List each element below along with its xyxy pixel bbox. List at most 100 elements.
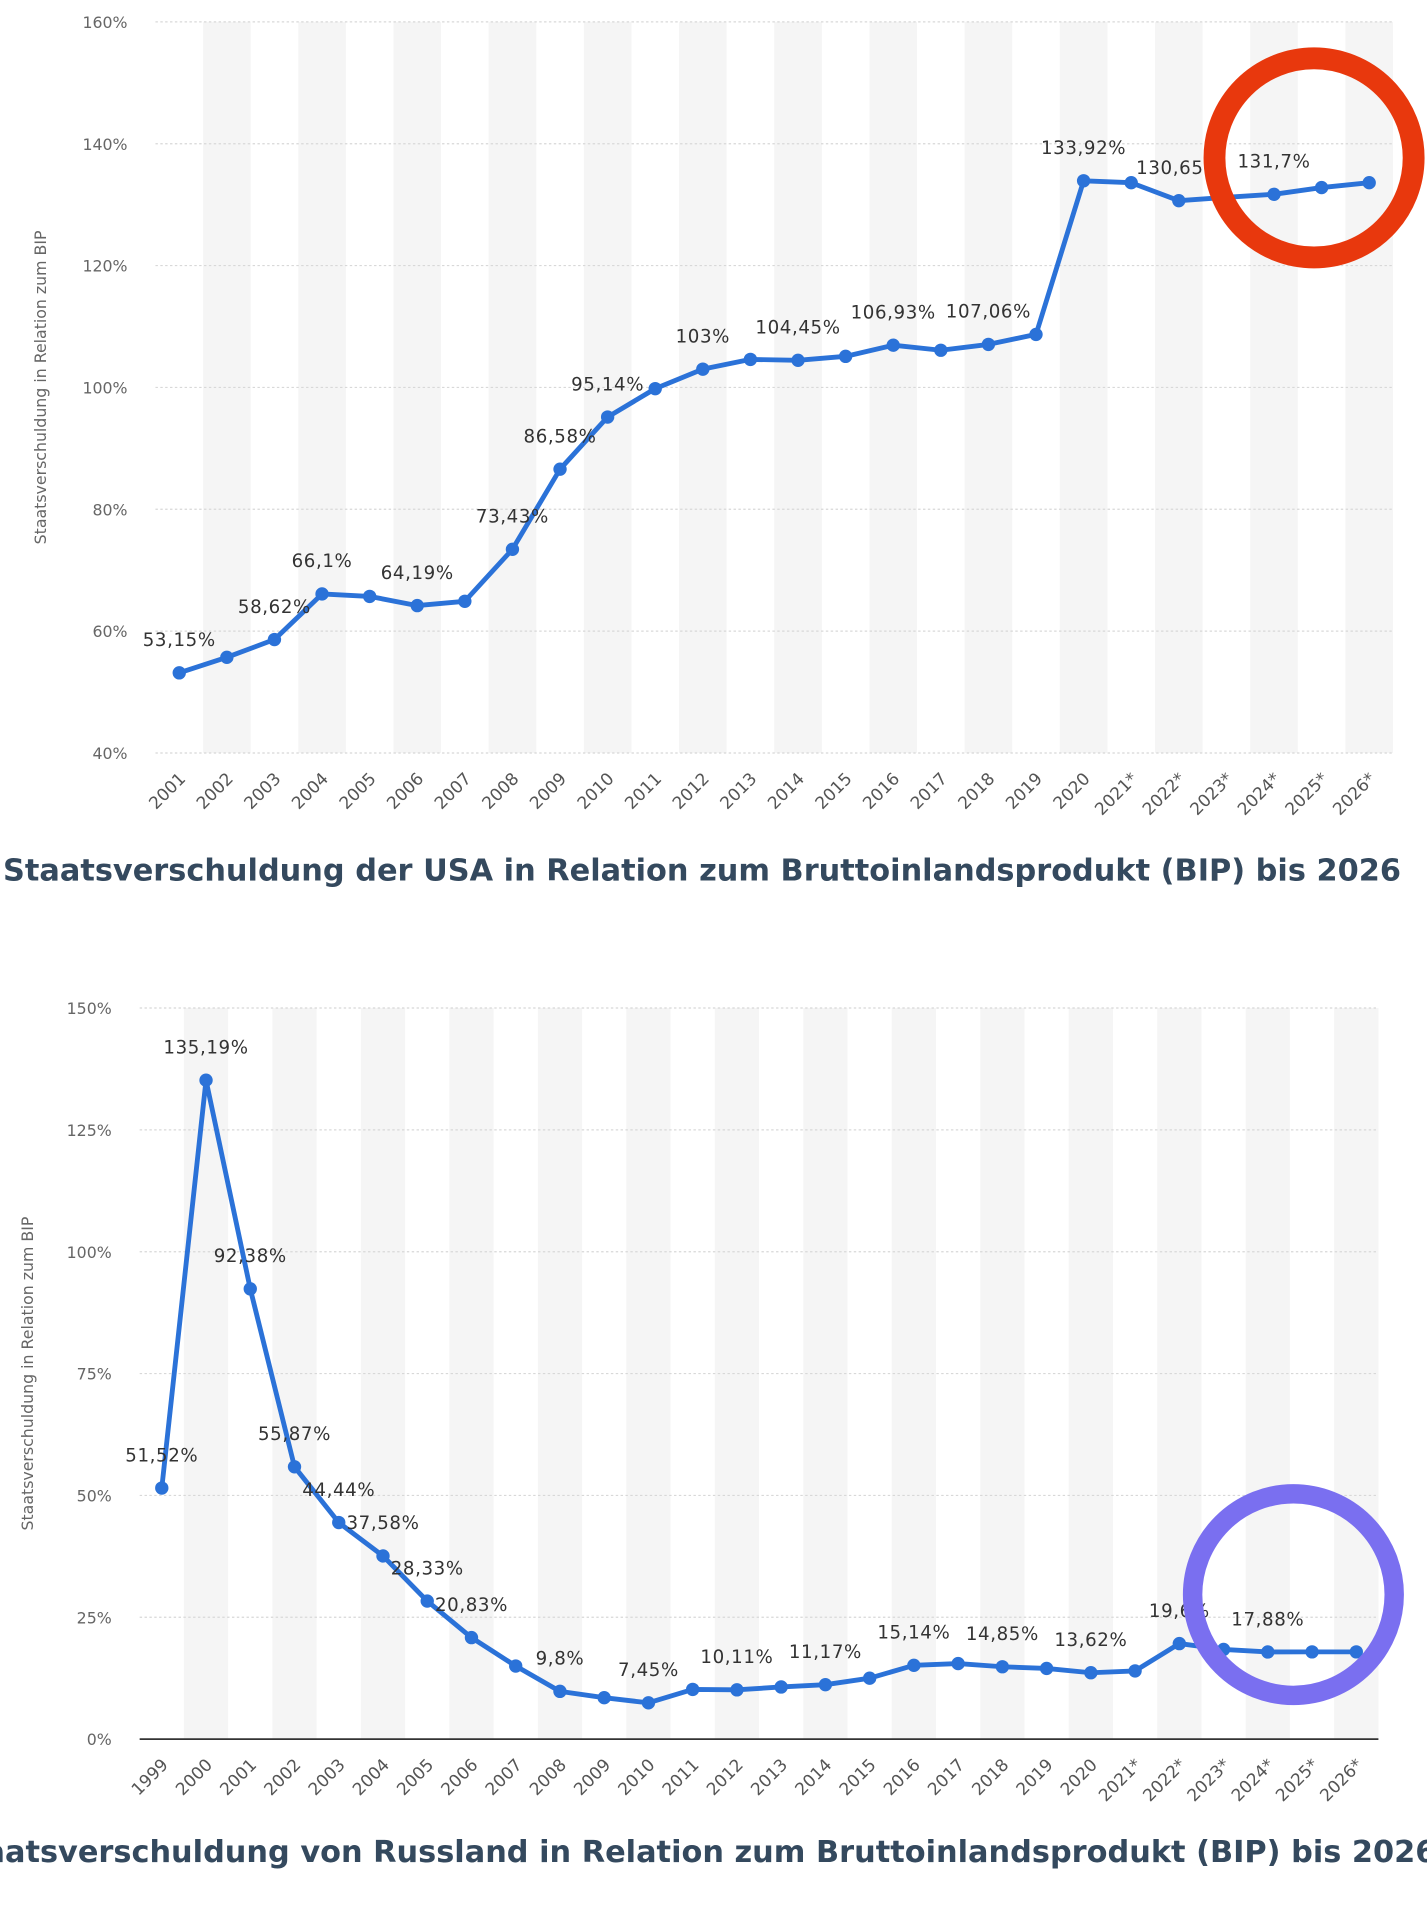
data-point xyxy=(696,362,710,376)
x-tick-label: 2007 xyxy=(431,769,476,814)
band-stripe xyxy=(272,1008,317,1740)
data-point xyxy=(199,1073,213,1087)
data-point xyxy=(641,1696,656,1710)
x-tick-label: 2019 xyxy=(1013,1755,1058,1800)
x-tick-label: 2014 xyxy=(764,769,809,814)
data-point xyxy=(172,666,186,680)
x-tick-label: 2016 xyxy=(859,769,904,814)
data-label: 10,11% xyxy=(700,1647,773,1668)
data-label: 37,58% xyxy=(346,1513,419,1534)
x-tick-label: 2015 xyxy=(836,1755,881,1800)
data-point xyxy=(376,1549,390,1563)
x-tick-label: 2004 xyxy=(288,769,333,814)
x-tick-label: 2013 xyxy=(717,769,762,814)
data-point xyxy=(995,1660,1010,1674)
data-point xyxy=(730,1683,744,1697)
data-point xyxy=(1124,176,1138,190)
data-point xyxy=(553,462,567,476)
x-tick-label: 2005 xyxy=(336,769,381,814)
data-label: 104,45% xyxy=(755,318,840,339)
data-label: 103% xyxy=(676,326,730,347)
data-label: 7,45% xyxy=(618,1660,679,1681)
x-tick-label: 2013 xyxy=(747,1755,792,1800)
x-tick-label: 2026* xyxy=(1316,1755,1367,1806)
y-tick-label: 50% xyxy=(77,1486,112,1505)
x-tick-label: 2004 xyxy=(349,1755,394,1800)
data-point xyxy=(648,381,662,396)
data-label: 135,19% xyxy=(163,1037,248,1058)
x-tick-label: 2026* xyxy=(1329,769,1380,820)
data-label: 55,87% xyxy=(258,1424,331,1445)
data-label: 15,14% xyxy=(877,1623,950,1644)
series-line xyxy=(159,1077,1357,1706)
data-label: 106,93% xyxy=(851,302,936,323)
data-point xyxy=(509,1659,523,1673)
x-tick-label: 2018 xyxy=(955,769,1000,814)
chart-title: Staatsverschuldung von Russland in Relat… xyxy=(0,1835,1427,1870)
y-tick-label: 25% xyxy=(77,1608,112,1627)
data-point xyxy=(597,1691,611,1705)
data-point xyxy=(1349,1645,1363,1659)
x-tick-label: 2011 xyxy=(659,1755,704,1800)
x-tick-label: 2012 xyxy=(669,769,714,814)
y-tick-label: 40% xyxy=(92,744,127,763)
data-label: 73,43% xyxy=(476,507,549,528)
data-point xyxy=(686,1682,700,1697)
y-tick-label: 60% xyxy=(92,622,127,641)
data-label: 53,15% xyxy=(143,630,216,651)
x-tick-label: 2009 xyxy=(526,769,571,814)
y-axis-title: Staatsverschuldung in Relation zum BIP xyxy=(31,230,50,544)
data-label: 58,62% xyxy=(238,597,311,618)
x-tick-label: 2021* xyxy=(1091,769,1142,820)
band-stripe xyxy=(980,1008,1025,1740)
x-tick-label: 2000 xyxy=(172,1755,217,1800)
y-tick-label: 0% xyxy=(87,1730,112,1749)
y-tick-label: 140% xyxy=(82,135,127,154)
x-tick-label: 2021* xyxy=(1095,1755,1146,1806)
annotation-circle xyxy=(1203,47,1425,269)
data-label: 95,14% xyxy=(571,374,644,395)
x-tick-label: 2010 xyxy=(574,769,619,814)
data-point xyxy=(907,1658,921,1673)
data-point xyxy=(934,343,948,357)
data-point xyxy=(458,594,472,608)
data-point xyxy=(1084,1666,1098,1680)
x-tick-label: 2012 xyxy=(703,1755,748,1800)
data-label: 66,1% xyxy=(292,551,353,572)
x-tick-label: 2009 xyxy=(570,1755,615,1800)
data-point xyxy=(464,1630,479,1645)
x-tick-label: 2023* xyxy=(1184,1755,1235,1806)
x-tick-label: 2022* xyxy=(1139,1755,1190,1806)
data-point xyxy=(774,1680,788,1694)
x-tick-label: 2003 xyxy=(305,1755,350,1800)
data-point xyxy=(155,1481,169,1495)
x-tick-label: 2017 xyxy=(924,1755,969,1800)
x-tick-label: 2018 xyxy=(968,1755,1013,1800)
data-point xyxy=(505,542,520,556)
x-tick-label: 2022* xyxy=(1139,769,1190,820)
series-line xyxy=(178,178,1370,676)
x-tick-label: 2025* xyxy=(1272,1755,1323,1806)
data-point xyxy=(1029,327,1043,342)
data-point xyxy=(791,353,805,367)
band-stripe xyxy=(626,1008,671,1740)
data-label: 92,38% xyxy=(214,1246,287,1267)
x-tick-label: 2001 xyxy=(145,769,190,814)
x-tick-label: 2015 xyxy=(812,769,857,814)
data-point xyxy=(600,410,615,424)
y-tick-label: 150% xyxy=(67,999,112,1018)
data-point xyxy=(362,589,377,604)
band-stripe xyxy=(183,1008,229,1740)
annotation-circle xyxy=(1182,1484,1404,1706)
data-point xyxy=(220,650,234,665)
data-point xyxy=(886,338,900,352)
y-axis-title: Staatsverschuldung in Relation zum BIP xyxy=(18,1217,37,1531)
x-tick-label: 2010 xyxy=(615,1755,660,1800)
x-tick-label: 2002 xyxy=(261,1755,306,1800)
data-label: 11,17% xyxy=(789,1642,862,1663)
y-tick-label: 125% xyxy=(67,1121,112,1140)
x-tick-label: 2020 xyxy=(1050,769,1095,814)
data-point xyxy=(1076,174,1091,188)
x-tick-label: 2016 xyxy=(880,1755,925,1800)
